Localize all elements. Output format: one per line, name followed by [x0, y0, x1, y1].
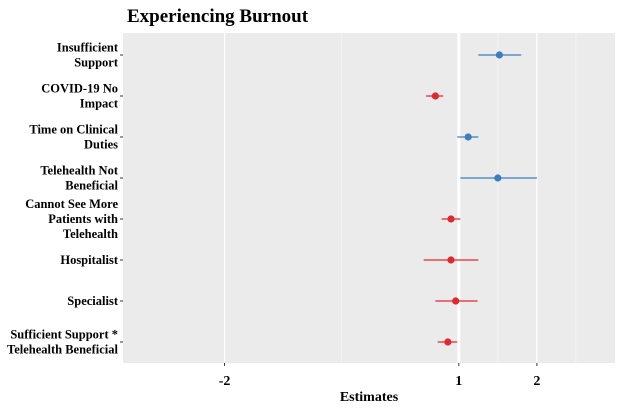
row-label-3-line-0: Telehealth Not — [40, 164, 118, 178]
estimate-point-0 — [495, 51, 504, 59]
x-tick-label-2: 2 — [533, 374, 540, 389]
row-label-4-line-2: Telehealth — [63, 227, 118, 241]
estimate-point-6 — [452, 297, 460, 305]
estimate-point-2 — [464, 133, 472, 141]
row-label-2-line-1: Duties — [84, 138, 118, 152]
row-label-7-line-1: Telehealth Beneficial — [7, 343, 119, 357]
estimate-point-4 — [447, 215, 455, 223]
row-label-3-line-1: Beneficial — [65, 179, 118, 193]
row-label-1-line-0: COVID-19 No — [41, 82, 118, 96]
row-label-5-line-0: Hospitalist — [60, 253, 118, 267]
row-label-4-line-1: Patients with — [48, 212, 118, 226]
row-label-4-line-0: Cannot See More — [25, 197, 118, 211]
row-label-1-line-1: Impact — [80, 97, 119, 111]
row-label-2-line-0: Time on Clinical — [29, 123, 118, 137]
chart-title: Experiencing Burnout — [127, 6, 309, 27]
row-label-7-line-0: Sufficient Support * — [10, 328, 118, 342]
plot-panel — [123, 33, 615, 363]
estimate-point-1 — [431, 92, 439, 100]
row-label-0-line-1: Support — [74, 56, 119, 70]
row-label-6-line-0: Specialist — [67, 294, 119, 308]
estimate-point-7 — [444, 338, 452, 346]
x-tick-label-0: -2 — [219, 374, 231, 389]
estimate-point-3 — [494, 174, 502, 182]
row-label-0-line-0: Insufficient — [57, 41, 119, 55]
estimate-point-5 — [447, 256, 455, 264]
x-tick-label-1: 1 — [455, 374, 462, 389]
x-axis-ticks: -2 1 2 — [219, 363, 540, 389]
estimate-marks — [423, 51, 537, 346]
x-axis-title: Estimates — [340, 390, 399, 405]
